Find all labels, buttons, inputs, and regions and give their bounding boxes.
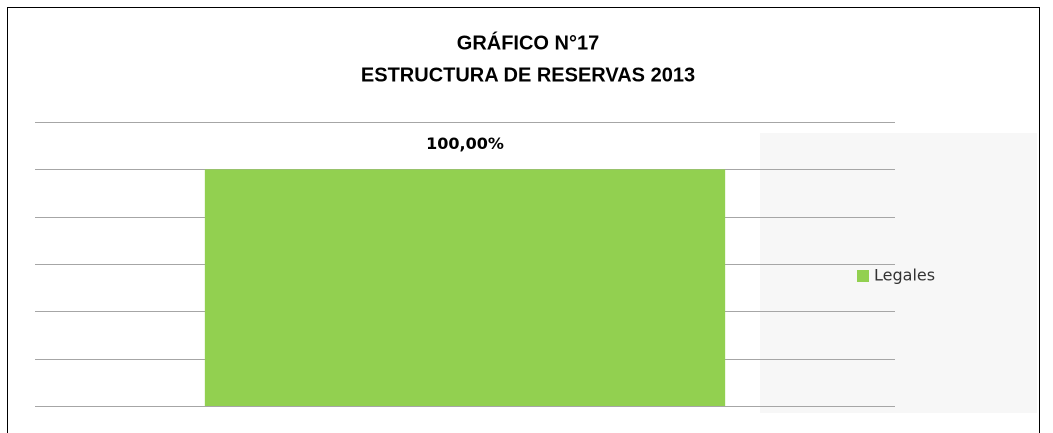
chart-title: GRÁFICO N°17 [457, 31, 599, 54]
chart-subtitle: ESTRUCTURA DE RESERVAS 2013 [361, 64, 695, 86]
chart-frame [7, 7, 1040, 433]
legend-label: Legales [874, 266, 935, 285]
legend-swatch [857, 270, 869, 282]
legend-area [760, 133, 1037, 413]
bar [204, 169, 726, 406]
data-label: 100,00% [426, 134, 504, 153]
